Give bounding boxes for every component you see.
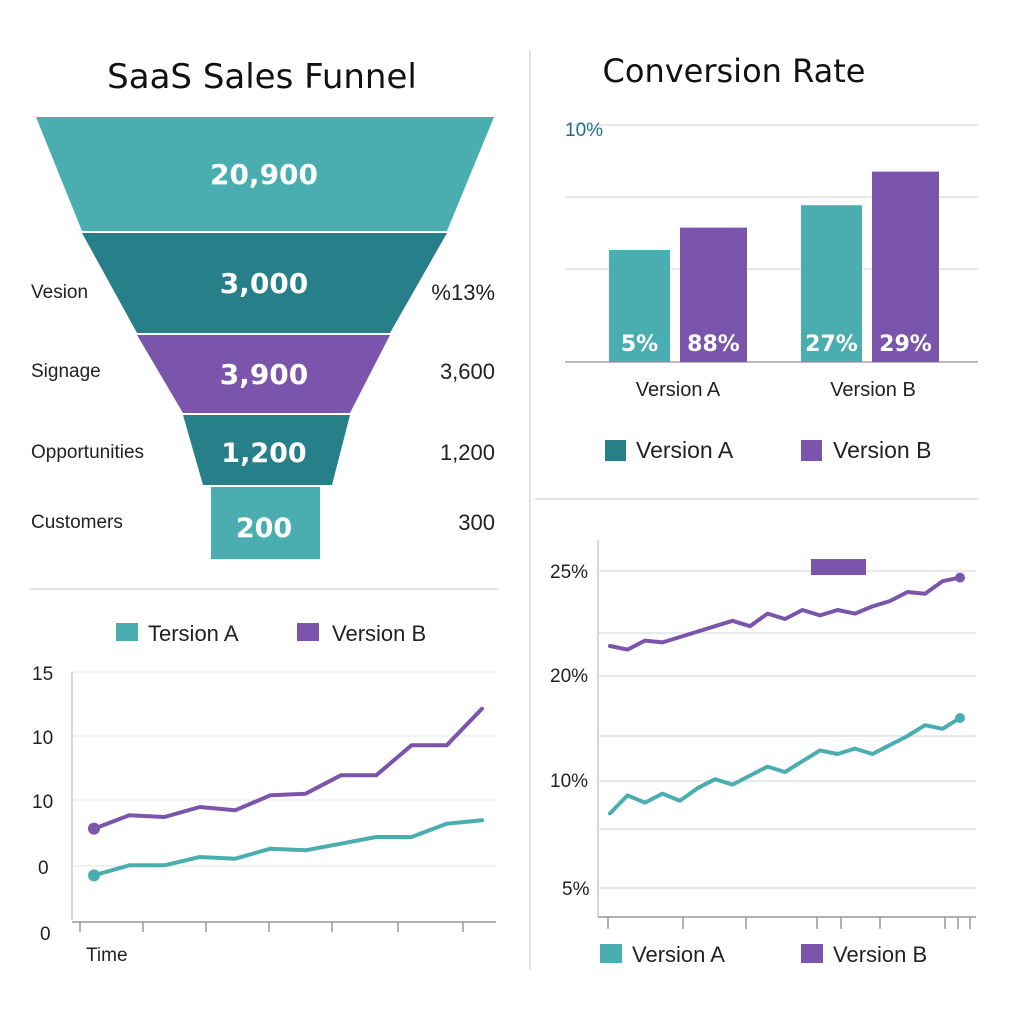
rate-line-chart-panel: 25% 20% 10% 5% Version A Version B: [550, 540, 976, 967]
y-tick-label: 5%: [562, 879, 590, 900]
funnel-stage-value: 3,900: [220, 358, 309, 391]
y-tick-label: 10%: [550, 771, 588, 792]
bar-chart-title: Conversion Rate: [603, 52, 866, 90]
conversion-rate-panel: Conversion Rate 10% 5% 27% 88% 29% Version …: [565, 52, 978, 463]
annotation-marker: [811, 559, 866, 575]
funnel-stage: [36, 117, 494, 231]
legend-label: Version A: [636, 437, 734, 463]
funnel-panel: SaaS Sales Funnel 20,900 3,000 Vesion %​​13…: [31, 57, 495, 559]
funnel-stage: [183, 415, 350, 485]
time-line-series: [88, 706, 484, 882]
series-line: [92, 706, 484, 831]
legend-label: Tersion A: [148, 621, 239, 646]
y-tick-label: 25%: [550, 562, 588, 583]
funnel-side-value: %​​13%: [431, 280, 495, 305]
legend-swatch-version-a: [600, 944, 622, 963]
time-line-chart-panel: Tersion A Version B 15 10 10 0 0 Time: [32, 621, 496, 966]
x-ticks: [607, 917, 971, 929]
legend-label: Version B: [833, 437, 931, 463]
funnel-title: SaaS Sales Funnel: [107, 57, 417, 97]
bar-value-label: 88%: [687, 332, 740, 357]
funnel-stage: [137, 335, 390, 413]
funnel-stage: [82, 233, 447, 333]
y-tick-label: 20%: [550, 666, 588, 687]
bar: [680, 227, 747, 362]
bar-value-label: 5%: [621, 332, 658, 357]
y-tick-label: 10: [32, 792, 53, 813]
legend-swatch-version-b: [801, 944, 823, 963]
rate-line-series: [608, 572, 965, 816]
funnel-stage-label: Vesion: [31, 282, 88, 303]
legend-swatch-version-b: [297, 623, 319, 641]
funnel-stage-label: Signage: [31, 361, 101, 382]
y-tick-label: 15: [32, 664, 53, 685]
funnel-stage-label: Opportunities: [31, 442, 144, 463]
funnel-stage-value: 1,200: [221, 438, 306, 469]
bar-category-label: Version A: [636, 379, 721, 401]
series-start-point: [88, 822, 100, 835]
bar-category-label: Version B: [830, 379, 916, 401]
bar-value-label: 27%: [805, 332, 858, 357]
legend-swatch-tersion-a: [116, 623, 138, 641]
series-line: [92, 818, 484, 878]
series-line: [608, 716, 962, 816]
funnel-stage: [211, 487, 320, 559]
series-end-point: [955, 713, 965, 723]
funnel-side-value: 1,200: [440, 440, 495, 465]
series-end-point: [955, 572, 965, 583]
funnel-side-value: 3,600: [440, 359, 495, 384]
legend-label: Version B: [833, 942, 927, 967]
y-tick-label: 10: [32, 728, 53, 749]
y-tick-label: 0: [38, 858, 49, 879]
x-ticks: [79, 922, 464, 932]
bar-value-label: 29%: [879, 332, 932, 357]
funnel-stage-value: 20,900: [210, 158, 318, 191]
funnel-stage-value: 3,000: [220, 267, 309, 300]
funnel-stages: 20,900 3,000 Vesion %​​13% 3,900 Signage 3,600…: [31, 117, 495, 559]
legend-label: Version B: [332, 621, 426, 646]
bar-marks: 5% 27% 88% 29%: [609, 171, 939, 362]
funnel-stage-value: 200: [236, 513, 292, 544]
series-line: [608, 575, 962, 652]
x-axis-label: Time: [86, 945, 128, 966]
legend-label: Version A: [632, 942, 725, 967]
legend-swatch-version-b: [801, 440, 822, 461]
legend-swatch-version-a: [605, 440, 626, 461]
funnel-stage-label: Customers: [31, 512, 123, 533]
bar: [609, 250, 670, 362]
bar: [801, 205, 862, 362]
bar-ytick-label: 10%: [565, 120, 603, 141]
bar: [872, 171, 939, 362]
funnel-side-value: 300: [458, 510, 495, 535]
series-start-point: [88, 869, 100, 882]
y-tick-label: 0: [40, 924, 51, 945]
